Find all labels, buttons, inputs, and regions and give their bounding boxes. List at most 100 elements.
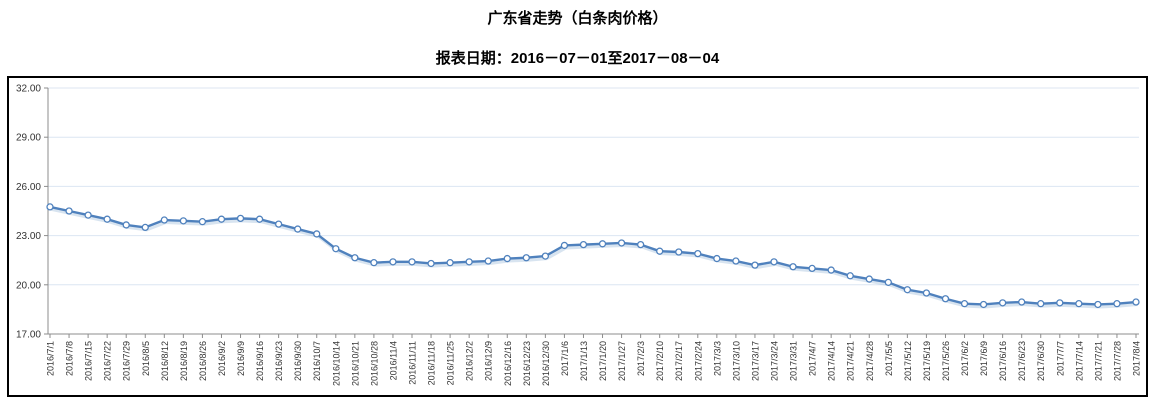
x-tick-label: 2017/1/6 <box>560 341 570 376</box>
data-point <box>1056 299 1064 307</box>
data-point <box>808 264 816 273</box>
data-point <box>503 254 511 263</box>
x-tick-label: 2016/7/15 <box>84 341 94 381</box>
data-point <box>84 211 92 219</box>
y-tick-label: 29.00 <box>16 133 41 144</box>
data-point <box>446 259 454 267</box>
data-point <box>294 225 302 233</box>
data-point <box>370 259 378 267</box>
x-tick-label: 2017/1/20 <box>598 341 608 381</box>
data-point <box>941 295 950 303</box>
x-tick-label: 2016/11/11 <box>408 341 418 385</box>
data-point <box>1018 298 1026 306</box>
data-point <box>903 286 912 294</box>
data-point <box>713 254 721 263</box>
x-axis-labels: 2016/7/1 2016/7/8 2016/7/15 2016/7/22 2016/7… <box>46 334 1142 386</box>
x-tick-label: 2016/12/2 <box>465 341 475 381</box>
data-point <box>198 218 207 226</box>
y-tick-label: 17.00 <box>16 330 41 341</box>
price-line <box>48 205 1138 306</box>
axes <box>47 88 1139 335</box>
x-tick-label: 2017/6/2 <box>960 341 970 376</box>
x-tick-label: 2016/11/25 <box>446 341 456 385</box>
x-tick-label: 2017/8/4 <box>1132 341 1142 376</box>
x-tick-label: 2017/2/10 <box>655 341 665 381</box>
data-point <box>274 220 283 228</box>
data-point <box>103 215 111 223</box>
x-tick-label: 2016/10/7 <box>312 341 322 381</box>
x-tick-label: 2016/10/28 <box>369 341 379 386</box>
data-point <box>141 223 149 232</box>
data-point <box>46 203 54 211</box>
x-tick-label: 2017/3/31 <box>789 341 799 381</box>
x-tick-label: 2016/12/16 <box>503 341 513 386</box>
x-tick-label: 2017/3/24 <box>770 341 780 381</box>
price-line-shadow <box>51 207 1138 309</box>
data-point <box>770 258 778 266</box>
x-tick-label: 2016/9/9 <box>236 341 246 376</box>
x-tick-label: 2017/4/28 <box>865 341 875 381</box>
x-tick-label: 2017/6/23 <box>1017 341 1027 381</box>
x-tick-label: 2017/3/3 <box>712 341 722 376</box>
chart-title: 广东省走势（白条肉价格） <box>487 10 668 27</box>
data-point <box>179 217 188 225</box>
x-tick-label: 2017/3/10 <box>731 341 741 381</box>
y-gridlines <box>48 87 1139 286</box>
x-tick-label: 2017/2/24 <box>693 341 703 381</box>
data-point <box>998 299 1007 307</box>
data-point <box>560 241 569 250</box>
x-tick-label: 2017/1/13 <box>579 341 589 381</box>
data-point <box>408 258 416 266</box>
x-tick-label: 2016/7/29 <box>122 341 132 381</box>
line-chart-area: 32.00 29.00 26.00 23.00 20.00 17.00 2016/7/1 20… <box>7 76 1148 397</box>
data-point <box>789 263 797 271</box>
data-point <box>1075 300 1083 308</box>
data-point <box>846 272 854 280</box>
x-tick-label: 2017/7/7 <box>1055 341 1065 376</box>
data-point <box>675 248 683 256</box>
data-point <box>636 240 645 249</box>
x-tick-label: 2016/8/26 <box>198 341 208 381</box>
x-tick-label: 2016/8/19 <box>179 341 189 381</box>
data-point <box>979 300 988 309</box>
x-tick-label: 2017/2/3 <box>636 341 646 376</box>
y-tick-label: 23.00 <box>16 231 41 242</box>
x-tick-label: 2017/4/21 <box>846 341 856 381</box>
data-point <box>313 230 321 238</box>
x-tick-label: 2016/12/23 <box>522 341 532 386</box>
data-point <box>351 254 359 262</box>
data-point <box>332 245 340 253</box>
x-tick-label: 2017/5/26 <box>941 341 951 381</box>
data-point <box>122 221 130 229</box>
data-point <box>1132 298 1140 306</box>
x-tick-label: 2017/7/21 <box>1093 341 1103 381</box>
data-point <box>960 300 969 308</box>
x-tick-label: 2017/7/14 <box>1074 341 1084 381</box>
x-tick-label: 2017/6/9 <box>979 341 989 376</box>
x-tick-label: 2017/5/19 <box>922 341 932 381</box>
data-point <box>160 216 168 224</box>
y-axis-labels: 32.00 29.00 26.00 23.00 20.00 17.00 <box>16 84 48 341</box>
x-tick-label: 2017/6/30 <box>1036 341 1046 381</box>
x-tick-label: 2017/3/17 <box>750 341 760 381</box>
x-tick-label: 2016/7/8 <box>65 341 75 376</box>
data-point <box>1113 300 1121 308</box>
x-tick-label: 2016/7/22 <box>103 341 113 381</box>
data-point <box>541 252 550 260</box>
x-tick-label: 2016/8/12 <box>160 341 170 381</box>
data-point <box>884 278 892 286</box>
y-tick-label: 20.00 <box>16 280 41 291</box>
data-point <box>255 215 264 223</box>
x-tick-label: 2017/4/14 <box>827 341 837 381</box>
x-tick-label: 2017/5/12 <box>903 341 913 381</box>
x-tick-label: 2017/2/17 <box>674 341 684 381</box>
data-point <box>598 240 607 248</box>
data-point <box>484 257 492 265</box>
x-tick-label: 2017/4/7 <box>808 341 818 376</box>
data-point <box>827 266 835 274</box>
data-point <box>427 259 435 268</box>
data-point <box>732 257 740 265</box>
data-point <box>389 258 397 266</box>
x-tick-label: 2017/7/28 <box>1112 341 1122 381</box>
x-tick-label: 2016/9/16 <box>255 341 265 381</box>
